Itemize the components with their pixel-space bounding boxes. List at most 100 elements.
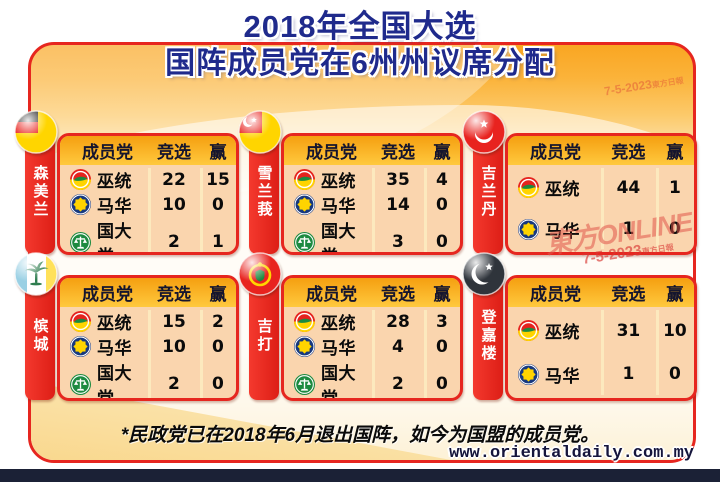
mca-icon xyxy=(70,194,91,215)
seat-table: 成员党竞选赢巫统354马华140国大党30*民政党40 xyxy=(281,133,463,255)
mic-icon xyxy=(294,373,315,395)
party-row: 国大党 2 0 xyxy=(60,359,236,398)
table-header: 成员党 竞选赢 xyxy=(60,278,236,307)
party-row: 马华 14 0 xyxy=(284,192,460,217)
negeri-sembilan-flag-icon xyxy=(13,109,59,155)
mic-icon xyxy=(70,231,91,252)
won-value: 10 xyxy=(663,320,687,341)
state-name: 吉兰丹 xyxy=(479,165,497,219)
party-name: 国大党 xyxy=(321,364,356,401)
contested-value: 4 xyxy=(392,336,404,357)
won-value: 2 xyxy=(212,311,224,332)
column-divider xyxy=(372,168,375,252)
party-row: 马华 10 0 xyxy=(60,192,236,217)
won-value: 0 xyxy=(669,219,681,240)
column-header-won: 赢 xyxy=(209,143,227,162)
column-header-contested: 竞选 xyxy=(380,143,415,162)
contested-value: 15 xyxy=(162,311,186,332)
contested-value: 10 xyxy=(162,194,186,215)
state-name: 登嘉楼 xyxy=(479,309,497,363)
won-value: 0 xyxy=(436,232,448,252)
party-row: 巫统 44 1 xyxy=(508,167,694,209)
won-value: 0 xyxy=(212,194,224,215)
won-value: 0 xyxy=(669,364,681,385)
column-divider xyxy=(148,310,151,398)
won-value: 0 xyxy=(436,336,448,357)
seat-table: 成员党 竞选赢巫统 31 10 马华 1 0 xyxy=(505,275,697,401)
state-name: 槟城 xyxy=(31,318,49,354)
table-header: 成员党 竞选赢 xyxy=(284,136,460,165)
mic-icon xyxy=(70,373,91,395)
mca-icon xyxy=(518,218,539,240)
state-name: 森美兰 xyxy=(31,165,49,219)
party-name: 马华 xyxy=(321,197,356,216)
contested-value: 1 xyxy=(622,364,635,385)
page-title: 2018年全国大选 国阵成员党在6州州议席分配 xyxy=(0,8,720,82)
party-row: 国大党 2 1 xyxy=(60,217,236,252)
column-header-party: 成员党 xyxy=(306,143,357,162)
party-name: 巫统 xyxy=(97,172,132,191)
mca-icon xyxy=(294,336,315,357)
column-divider xyxy=(199,168,203,252)
party-row: 巫统 28 3 xyxy=(284,309,460,334)
umno-icon xyxy=(70,169,91,190)
state-card-negeri-sembilan: 森美兰成员党竞选赢巫统2215马华100国大党21*民政党20 xyxy=(14,110,239,255)
party-name: 国大党 xyxy=(97,222,132,252)
party-name: 马华 xyxy=(545,221,580,241)
penang-flag-icon xyxy=(13,251,59,297)
column-header-contested: 竞选 xyxy=(611,143,646,162)
umno-icon xyxy=(294,311,315,332)
table-body: 巫统2215马华100国大党21*民政党20 xyxy=(60,165,236,252)
state-name: 吉打 xyxy=(255,318,273,354)
column-header-party: 成员党 xyxy=(530,143,581,162)
contested-value: 3 xyxy=(392,232,404,252)
column-divider xyxy=(655,310,659,395)
column-header-won: 赢 xyxy=(666,285,684,304)
table-body: 巫统 31 10 马华 1 0 xyxy=(508,307,694,398)
won-value: 4 xyxy=(436,169,448,190)
column-header-party: 成员党 xyxy=(306,285,357,304)
contested-value: 35 xyxy=(386,169,410,190)
column-header-won: 赢 xyxy=(433,143,451,162)
footnote: *民政党已在2018年6月退出国阵，如今为国盟的成员党。 xyxy=(120,425,600,446)
mca-icon xyxy=(518,363,539,385)
party-row: 马华 1 0 xyxy=(508,209,694,251)
title-line-1: 2018年全国大选 xyxy=(243,9,477,44)
party-row: 巫统 22 15 xyxy=(60,167,236,192)
umno-icon xyxy=(518,177,539,199)
won-value: 0 xyxy=(212,336,224,357)
seat-table: 成员党 竞选 赢巫统 44 1 马华 1 0 xyxy=(505,133,697,255)
mca-icon xyxy=(294,194,315,215)
column-header-contested: 竞选 xyxy=(156,143,191,162)
contested-value: 22 xyxy=(162,169,186,190)
party-row: 国大党 2 0 xyxy=(284,359,460,401)
party-name: 巫统 xyxy=(545,323,580,343)
party-name: 马华 xyxy=(545,366,580,386)
state-card-kelantan: 吉兰丹 成员党 竞选 赢巫统 44 1 马华 1 0 xyxy=(462,110,697,255)
column-header-contested: 竞选 xyxy=(380,285,415,304)
column-divider xyxy=(423,168,427,252)
column-divider xyxy=(148,168,151,252)
party-name: 巫统 xyxy=(321,314,356,333)
won-value: 0 xyxy=(436,194,448,215)
party-name: 马华 xyxy=(97,197,132,216)
contested-value: 31 xyxy=(616,320,641,341)
won-value: 0 xyxy=(212,374,224,394)
contested-value: 14 xyxy=(386,194,410,215)
column-divider xyxy=(372,310,375,398)
table-header: 成员党 竞选赢 xyxy=(60,136,236,165)
party-row: 马华 1 0 xyxy=(508,353,694,397)
column-header-won: 赢 xyxy=(433,285,451,304)
kelantan-flag-icon xyxy=(461,109,507,155)
bottom-bar xyxy=(0,469,720,482)
state-name: 雪兰莪 xyxy=(255,165,273,219)
state-name-bar: 登嘉楼 xyxy=(473,272,503,400)
party-row: 国大党 3 0 xyxy=(284,217,460,252)
table-body: 巫统 44 1 马华 1 0 xyxy=(508,165,694,252)
title-line-2: 国阵成员党在6州州议席分配 xyxy=(165,47,555,80)
contested-value: 2 xyxy=(392,374,404,394)
column-divider xyxy=(601,168,604,249)
